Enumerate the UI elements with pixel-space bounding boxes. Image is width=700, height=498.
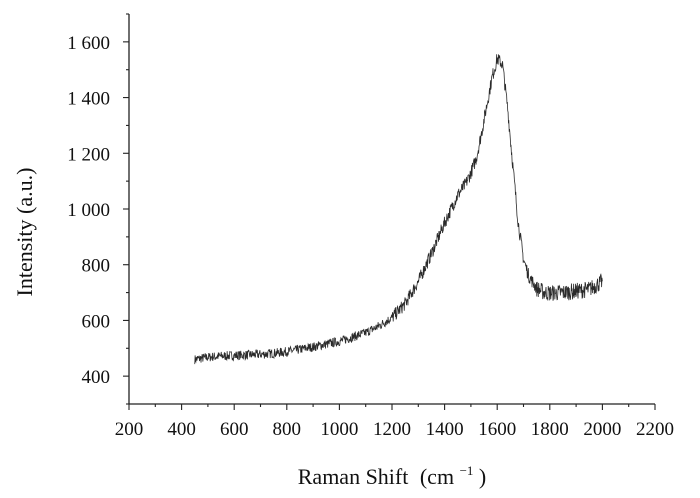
y-tick-label-600: 600 xyxy=(82,311,111,332)
raman-spectrum-series-line xyxy=(194,54,603,365)
x-tick-label-2000: 2000 xyxy=(583,419,621,440)
x-tick-label-800: 800 xyxy=(273,419,302,440)
y-tick-label-1400: 1 400 xyxy=(67,89,110,110)
axes xyxy=(128,14,655,405)
y-axis-title: Intensity (a.u.) xyxy=(12,168,37,297)
x-axis-ticks: 200 400 600 800 1000 1200 1400 1600 1800 2000 2200 xyxy=(115,404,674,440)
x-tick-label-200: 200 xyxy=(115,419,144,440)
x-tick-label-1600: 1600 xyxy=(478,419,516,440)
y-tick-label-1600: 1 600 xyxy=(67,33,110,54)
x-axis-title-label: Raman Shift xyxy=(298,464,409,489)
x-axis-title-unit-exponent: −1 xyxy=(460,463,474,478)
y-tick-label-800: 800 xyxy=(82,256,111,277)
y-tick-label-1000: 1 000 xyxy=(67,200,110,221)
x-tick-label-600: 600 xyxy=(220,419,249,440)
x-tick-label-2200: 2200 xyxy=(636,419,674,440)
x-axis-title-unit-close: ) xyxy=(479,464,486,489)
x-tick-label-1000: 1000 xyxy=(320,419,358,440)
x-axis-title: Raman Shift (cm −1 ) xyxy=(298,455,486,489)
x-tick-label-1800: 1800 xyxy=(531,419,569,440)
y-axis-ticks: 400 600 800 1 000 1 200 1 400 1 600 xyxy=(67,13,129,405)
y-tick-label-400: 400 xyxy=(82,367,111,388)
x-axis-title-unit: (cm xyxy=(420,464,454,489)
y-tick-label-1200: 1 200 xyxy=(67,144,110,165)
x-tick-label-1200: 1200 xyxy=(373,419,411,440)
x-tick-label-400: 400 xyxy=(167,419,196,440)
x-tick-label-1400: 1400 xyxy=(426,419,464,440)
